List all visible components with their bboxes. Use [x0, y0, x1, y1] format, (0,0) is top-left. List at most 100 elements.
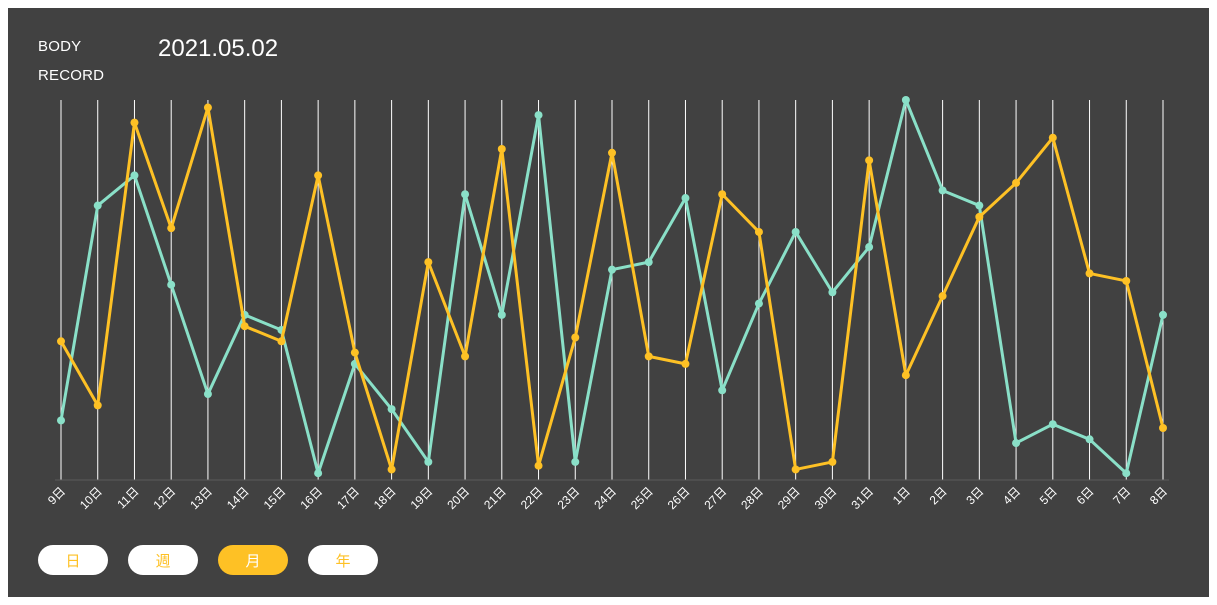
data-point — [1122, 469, 1131, 478]
chart-panel: BODY RECORD 2021.05.02 9日 10日 11日 12日 13日 14日… — [8, 8, 1209, 597]
data-point — [277, 337, 286, 346]
x-tick-label: 26日 — [665, 484, 693, 512]
data-point — [608, 148, 616, 157]
period-day-button[interactable]: 日 — [38, 545, 108, 575]
x-tick-label: 29日 — [775, 484, 803, 512]
x-tick-label: 21日 — [481, 484, 509, 512]
x-tick-label: 23日 — [555, 484, 583, 512]
x-tick-label: 6日 — [1074, 484, 1097, 507]
x-tick-label: 2日 — [927, 484, 950, 507]
data-point — [387, 465, 396, 474]
data-point — [424, 457, 433, 466]
data-point — [865, 156, 874, 165]
data-point — [754, 299, 763, 308]
data-point — [1122, 276, 1131, 285]
data-point — [608, 265, 616, 274]
data-point — [240, 322, 249, 331]
x-tick-label: 24日 — [591, 484, 619, 512]
x-tick-label: 10日 — [77, 484, 105, 512]
x-tick-label: 18日 — [371, 484, 399, 512]
x-tick-label: 9日 — [45, 484, 68, 507]
data-point — [93, 401, 102, 410]
title-line-1: BODY — [38, 38, 82, 55]
data-point — [901, 371, 910, 380]
x-tick-label: 25日 — [628, 484, 656, 512]
data-point — [571, 457, 580, 466]
record-date: 2021.05.02 — [158, 35, 279, 62]
x-tick-label: 5日 — [1037, 484, 1060, 507]
x-tick-label: 4日 — [1000, 484, 1023, 507]
data-point — [681, 194, 690, 203]
data-point — [1048, 133, 1057, 142]
data-point — [534, 111, 543, 120]
data-point — [130, 118, 139, 127]
data-point — [644, 352, 653, 361]
data-point — [938, 292, 947, 301]
data-point — [1159, 423, 1167, 432]
data-point — [314, 171, 323, 180]
data-point — [975, 201, 984, 210]
data-point — [167, 224, 176, 233]
data-point — [130, 171, 139, 180]
data-point — [203, 103, 212, 112]
x-tick-label: 17日 — [334, 484, 362, 512]
x-tick-label: 30日 — [812, 484, 840, 512]
data-point — [791, 465, 800, 474]
title-line-2: RECORD — [38, 67, 105, 84]
data-point — [865, 243, 874, 252]
x-tick-label: 3日 — [963, 484, 986, 507]
data-point — [938, 186, 947, 195]
data-point — [424, 258, 433, 267]
data-point — [1159, 310, 1167, 319]
data-point — [203, 390, 212, 399]
data-point — [644, 258, 653, 267]
period-week-button[interactable]: 週 — [128, 545, 198, 575]
x-tick-label: 15日 — [261, 484, 289, 512]
x-tick-label: 14日 — [224, 484, 252, 512]
period-month-button[interactable]: 月 — [218, 545, 288, 575]
data-point — [350, 348, 359, 357]
data-point — [1048, 420, 1057, 429]
data-point — [314, 469, 323, 478]
data-point — [718, 386, 727, 395]
x-tick-label: 20日 — [444, 484, 472, 512]
period-selector: 日 週 月 年 — [38, 545, 378, 575]
data-point — [93, 201, 102, 210]
x-tick-label: 13日 — [187, 484, 215, 512]
data-point — [681, 359, 690, 368]
data-point — [571, 333, 580, 342]
data-point — [167, 280, 176, 289]
data-point — [1012, 178, 1021, 187]
x-tick-label: 1日 — [890, 484, 913, 507]
data-point — [975, 212, 984, 221]
period-year-button[interactable]: 年 — [308, 545, 378, 575]
x-tick-label: 27日 — [701, 484, 729, 512]
data-point — [57, 416, 65, 425]
x-tick-label: 19日 — [408, 484, 436, 512]
data-point — [497, 310, 506, 319]
page-title: BODY RECORD — [38, 32, 104, 90]
data-point — [1085, 269, 1094, 278]
line-chart: 9日 10日 11日 12日 13日 14日 15日 16日 17日 18日 19日 20日 21日 22… — [45, 96, 1170, 512]
x-tick-label: 28日 — [738, 484, 766, 512]
data-point — [387, 405, 396, 414]
x-tick-label: 16日 — [297, 484, 325, 512]
x-tick-label: 11日 — [114, 484, 141, 511]
data-point — [791, 227, 800, 236]
data-point — [754, 227, 763, 236]
data-point — [828, 457, 837, 466]
data-point — [1012, 439, 1021, 448]
data-point — [534, 461, 543, 470]
data-point — [461, 352, 470, 361]
data-point — [57, 337, 65, 346]
data-point — [718, 190, 727, 199]
x-tick-label: 7日 — [1110, 484, 1133, 507]
data-point — [1085, 435, 1094, 444]
data-point — [901, 96, 910, 104]
x-tick-label: 8日 — [1147, 484, 1170, 507]
x-tick-label: 31日 — [848, 484, 876, 512]
data-point — [497, 145, 506, 154]
data-point — [461, 190, 470, 199]
x-tick-label: 22日 — [518, 484, 546, 512]
x-tick-label: 12日 — [150, 484, 178, 512]
